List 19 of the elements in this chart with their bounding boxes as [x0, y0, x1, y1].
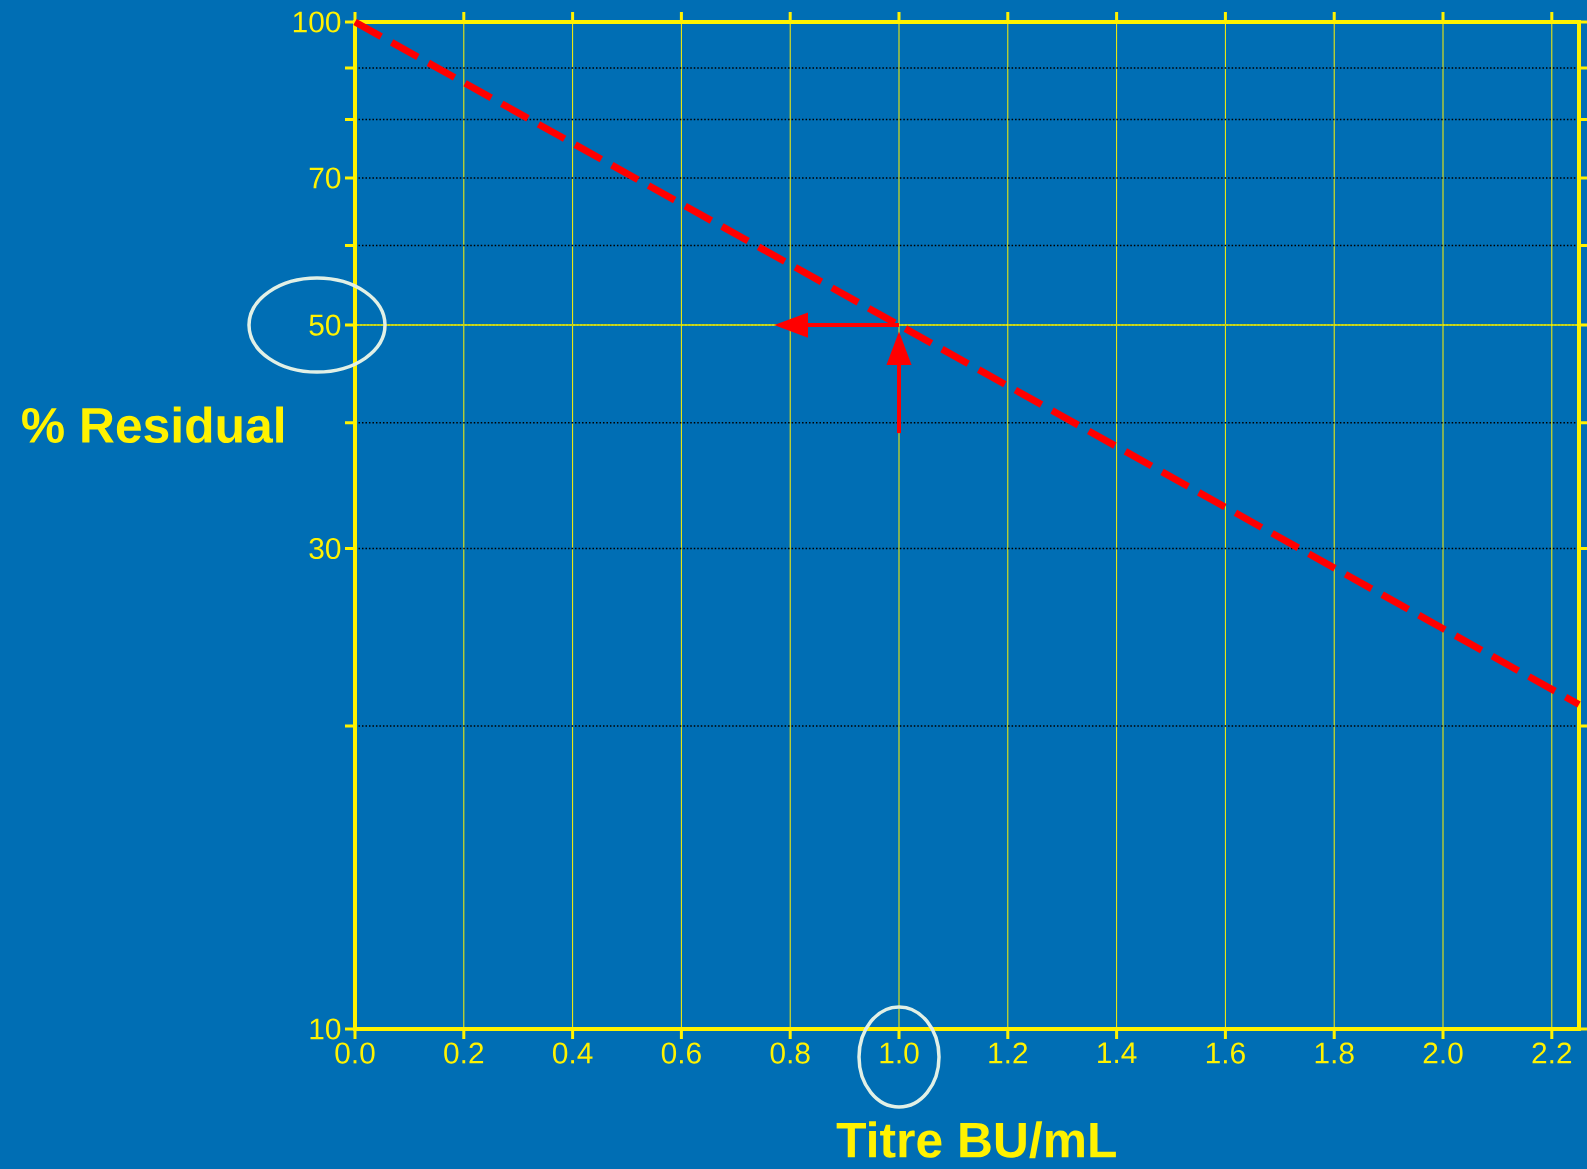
x-tick-label: 2.0: [1423, 1042, 1463, 1064]
x-tick-label: 1.0: [880, 1042, 919, 1064]
y-tick-label: 100: [293, 11, 341, 33]
y-tick-label: 10: [310, 1018, 341, 1040]
x-tick-label: 1.6: [1206, 1042, 1245, 1064]
x-tick-label: 1.4: [1098, 1042, 1137, 1064]
x-tick-label: 1.8: [1315, 1042, 1354, 1064]
x-tick-label: 2.2: [1532, 1042, 1572, 1064]
x-tick-label: 1.2: [989, 1042, 1028, 1064]
x-tick-label: 0.0: [335, 1042, 375, 1064]
x-tick-label: 0.4: [553, 1042, 593, 1064]
y-tick-label: 30: [309, 537, 341, 560]
x-tick-label: 0.2: [444, 1042, 484, 1064]
y-tick-label: 50: [309, 314, 341, 336]
x-axis-title: Titre BU/mL: [836, 1121, 1116, 1159]
x-tick-label: 0.6: [661, 1042, 701, 1064]
y-axis-title: % Residual: [22, 406, 284, 444]
y-tick-label: 70: [309, 167, 341, 189]
x-tick-label: 0.8: [770, 1042, 810, 1064]
